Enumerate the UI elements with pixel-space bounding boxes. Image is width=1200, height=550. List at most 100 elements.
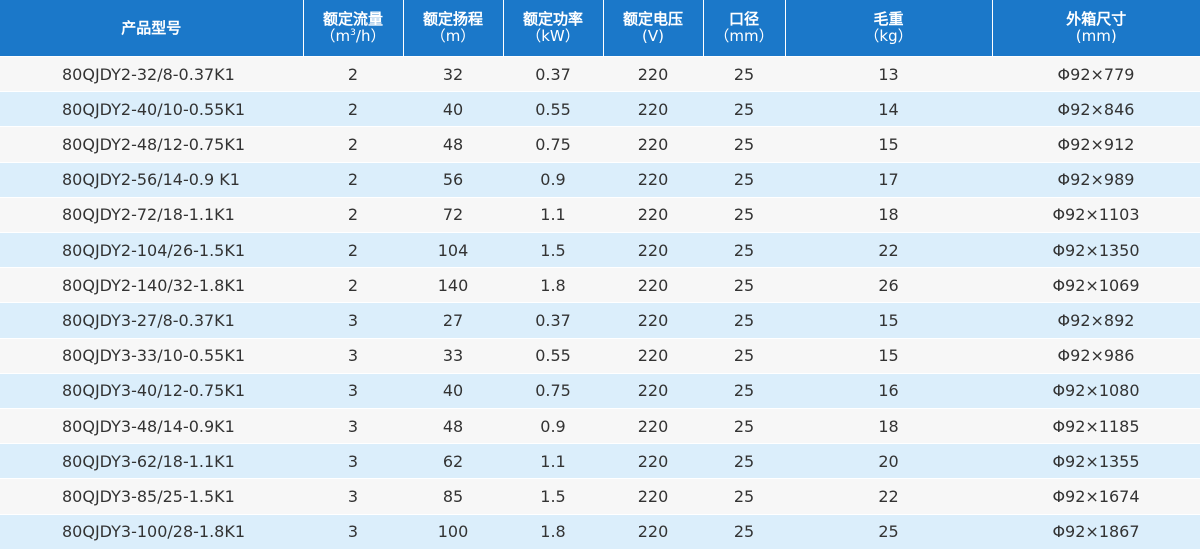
cell-flow: 3 (303, 443, 403, 480)
cell-bore: 25 (703, 478, 785, 515)
cell-power: 1.8 (503, 514, 603, 550)
header-head-label: 额定扬程 (422, 10, 483, 28)
cell-voltage: 220 (603, 162, 703, 198)
header-bore-unit: （mm） (714, 27, 774, 45)
cell-flow: 3 (303, 478, 403, 515)
cell-flow: 2 (303, 162, 403, 198)
header-flow-unit-pre: （m (320, 27, 351, 45)
cell-model: 80QJDY3-40/12-0.75K1 (0, 373, 303, 410)
cell-size: Φ92×1867 (992, 514, 1200, 550)
cell-flow: 3 (303, 302, 403, 339)
cell-power: 0.37 (503, 302, 603, 339)
cell-flow: 3 (303, 408, 403, 445)
cell-flow: 2 (303, 232, 403, 269)
cell-size: Φ92×1674 (992, 478, 1200, 515)
cell-voltage: 220 (603, 373, 703, 410)
table-row: 80QJDY2-72/18-1.1K1 2 72 1.1 220 25 18 Φ92×1103 (0, 197, 1200, 234)
header-power: 额定功率 （kW） (503, 0, 604, 57)
cell-bore: 25 (703, 302, 785, 339)
header-bore: 口径 （mm） (703, 0, 786, 57)
cell-voltage: 220 (603, 197, 703, 234)
cell-weight: 13 (785, 56, 992, 93)
cell-model: 80QJDY3-62/18-1.1K1 (0, 443, 303, 480)
cell-voltage: 220 (603, 126, 703, 163)
cell-head: 100 (403, 514, 503, 550)
cell-flow: 2 (303, 197, 403, 234)
header-size-unit: (mm) (1075, 27, 1117, 45)
header-head-unit: （m） (430, 27, 476, 45)
table-row: 80QJDY3-48/14-0.9K1 3 48 0.9 220 25 18 Φ92×1185 (0, 408, 1200, 445)
cell-bore: 25 (703, 91, 785, 128)
table-row: 80QJDY3-62/18-1.1K1 3 62 1.1 220 25 20 Φ92×1355 (0, 443, 1200, 480)
cell-power: 0.9 (503, 162, 603, 198)
header-flow: 额定流量 （m3/h） (303, 0, 404, 57)
cell-weight: 15 (785, 126, 992, 163)
cell-size: Φ92×1080 (992, 373, 1200, 410)
cell-power: 0.37 (503, 56, 603, 93)
cell-head: 140 (403, 267, 503, 304)
cell-head: 27 (403, 302, 503, 339)
cell-model: 80QJDY3-100/28-1.8K1 (0, 514, 303, 550)
header-bore-label: 口径 (728, 10, 759, 28)
header-flow-unit-sup: 3 (350, 28, 356, 38)
cell-weight: 14 (785, 91, 992, 128)
cell-size: Φ92×986 (992, 338, 1200, 374)
cell-head: 33 (403, 338, 503, 374)
table-body: 80QJDY2-32/8-0.37K1 2 32 0.37 220 25 13 Φ92×779… (0, 56, 1200, 550)
cell-model: 80QJDY2-48/12-0.75K1 (0, 126, 303, 163)
cell-voltage: 220 (603, 267, 703, 304)
cell-model: 80QJDY2-40/10-0.55K1 (0, 91, 303, 128)
cell-weight: 17 (785, 162, 992, 198)
header-voltage-unit: (V) (642, 27, 664, 45)
table-row: 80QJDY3-100/28-1.8K1 3 100 1.8 220 25 25 Φ92×18… (0, 514, 1200, 550)
cell-power: 0.9 (503, 408, 603, 445)
cell-weight: 18 (785, 408, 992, 445)
cell-weight: 15 (785, 302, 992, 339)
cell-model: 80QJDY3-33/10-0.55K1 (0, 338, 303, 374)
cell-weight: 16 (785, 373, 992, 410)
cell-size: Φ92×1069 (992, 267, 1200, 304)
cell-power: 0.75 (503, 373, 603, 410)
cell-bore: 25 (703, 267, 785, 304)
cell-bore: 25 (703, 408, 785, 445)
cell-size: Φ92×846 (992, 91, 1200, 128)
cell-bore: 25 (703, 56, 785, 93)
cell-bore: 25 (703, 338, 785, 374)
cell-head: 62 (403, 443, 503, 480)
cell-bore: 25 (703, 126, 785, 163)
cell-power: 0.75 (503, 126, 603, 163)
cell-voltage: 220 (603, 443, 703, 480)
header-weight-label: 毛重 (873, 10, 904, 28)
header-voltage-label: 额定电压 (622, 10, 683, 28)
cell-voltage: 220 (603, 408, 703, 445)
cell-size: Φ92×1355 (992, 443, 1200, 480)
header-power-unit: （kW） (526, 27, 580, 45)
cell-size: Φ92×892 (992, 302, 1200, 339)
cell-power: 0.55 (503, 91, 603, 128)
cell-power: 1.5 (503, 478, 603, 515)
header-power-label: 额定功率 (522, 10, 583, 28)
table-row: 80QJDY2-104/26-1.5K1 2 104 1.5 220 25 22 Φ92×13… (0, 232, 1200, 269)
table-row: 80QJDY3-40/12-0.75K1 3 40 0.75 220 25 16 Φ92×10… (0, 373, 1200, 410)
cell-weight: 25 (785, 514, 992, 550)
cell-flow: 2 (303, 126, 403, 163)
cell-flow: 3 (303, 514, 403, 550)
cell-weight: 22 (785, 232, 992, 269)
cell-weight: 26 (785, 267, 992, 304)
cell-head: 104 (403, 232, 503, 269)
cell-flow: 2 (303, 267, 403, 304)
header-flow-unit: （m3/h） (304, 28, 403, 45)
header-row: 产品型号 额定流量 （m3/h） 额定扬程 （m） 额定功率 （kW） 额定电压 (V)… (0, 0, 1200, 57)
header-flow-label: 额定流量 (322, 10, 383, 28)
cell-size: Φ92×1185 (992, 408, 1200, 445)
cell-weight: 22 (785, 478, 992, 515)
cell-model: 80QJDY2-32/8-0.37K1 (0, 56, 303, 93)
cell-power: 1.1 (503, 443, 603, 480)
cell-head: 85 (403, 478, 503, 515)
cell-weight: 18 (785, 197, 992, 234)
header-model-label: 产品型号 (121, 18, 182, 37)
cell-head: 72 (403, 197, 503, 234)
header-voltage: 额定电压 (V) (603, 0, 704, 57)
cell-model: 80QJDY3-27/8-0.37K1 (0, 302, 303, 339)
